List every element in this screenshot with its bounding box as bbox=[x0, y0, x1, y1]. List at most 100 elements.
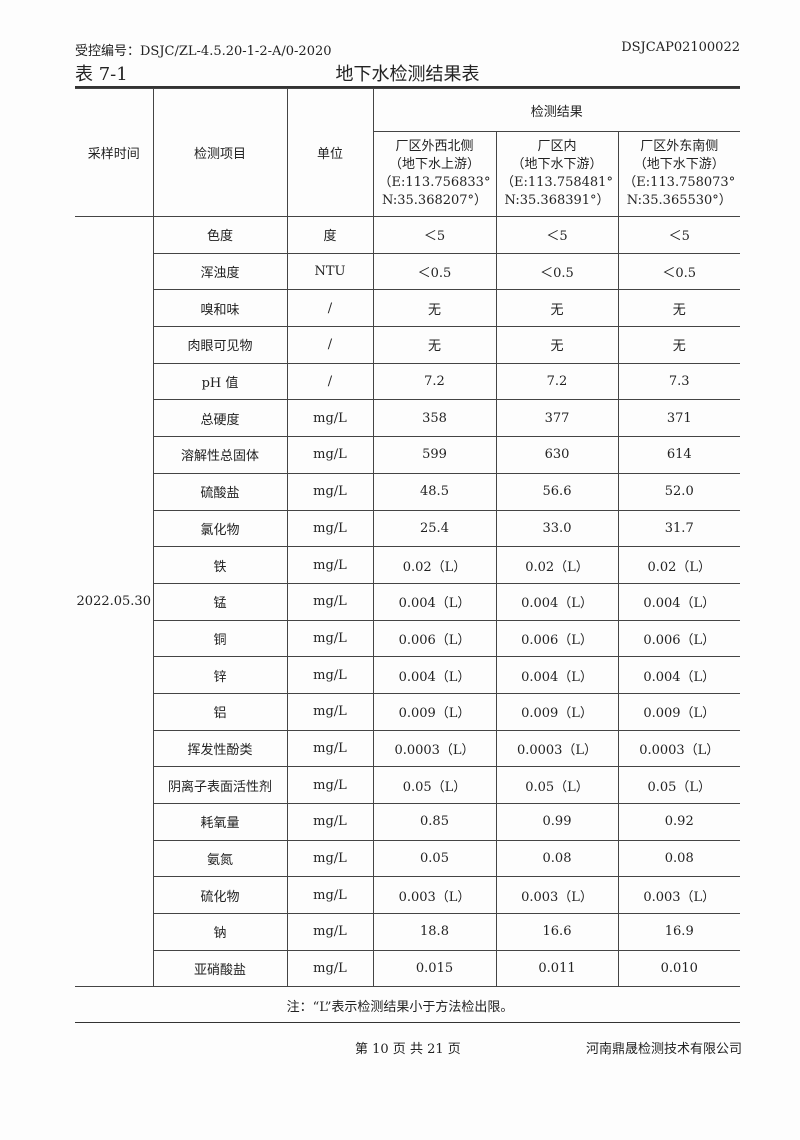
result-value: 0.92 bbox=[617, 803, 740, 841]
site-e: （E:113.756833° bbox=[378, 175, 491, 190]
header-time: 采样时间 bbox=[75, 88, 154, 217]
site-name: 厂区外东南侧 bbox=[640, 139, 719, 154]
result-value: ＜5 bbox=[372, 216, 497, 254]
result-value: 614 bbox=[617, 436, 740, 474]
result-value: 48.5 bbox=[372, 472, 497, 511]
item-unit: mg/L bbox=[286, 472, 374, 511]
result-value: 0.015 bbox=[372, 949, 497, 988]
item-name: 钠 bbox=[153, 913, 288, 951]
result-value: 33.0 bbox=[495, 509, 619, 548]
result-value: 0.006（L） bbox=[617, 619, 740, 658]
table-row: 铁 mg/L 0.02（L） 0.02（L） 0.02（L） bbox=[75, 546, 740, 584]
item-name: 氨氮 bbox=[153, 839, 288, 878]
result-value: ＜5 bbox=[617, 216, 740, 254]
site-n: N:35.368207°） bbox=[381, 193, 488, 208]
result-value: 0.02（L） bbox=[372, 546, 497, 584]
control-number: 受控编号：DSJC/ZL-4.5.20-1-2-A/0-2020 bbox=[75, 44, 332, 59]
result-value: 0.0003（L） bbox=[372, 729, 497, 768]
item-unit: mg/L bbox=[286, 949, 374, 988]
table-row: 挥发性酚类 mg/L 0.0003（L） 0.0003（L） 0.0003（L） bbox=[75, 729, 740, 768]
footer-divider bbox=[75, 1022, 740, 1023]
item-unit: mg/L bbox=[286, 876, 374, 915]
item-unit: mg/L bbox=[286, 619, 374, 658]
result-value: 无 bbox=[617, 326, 740, 364]
site-n: N:35.365530°） bbox=[626, 193, 732, 208]
result-value: 16.6 bbox=[495, 913, 619, 951]
result-value: 52.0 bbox=[617, 472, 740, 511]
result-value: 25.4 bbox=[372, 509, 497, 548]
table-row: 铝 mg/L 0.009（L） 0.009（L） 0.009（L） bbox=[75, 692, 740, 731]
site-name: 厂区外西北侧 bbox=[395, 139, 474, 154]
item-unit: mg/L bbox=[286, 803, 374, 841]
table-row: 阴离子表面活性剂 mg/L 0.05（L） 0.05（L） 0.05（L） bbox=[75, 766, 740, 804]
result-value: 0.0003（L） bbox=[617, 729, 740, 768]
result-value: 31.7 bbox=[617, 509, 740, 548]
table-row: 铜 mg/L 0.006（L） 0.006（L） 0.006（L） bbox=[75, 619, 740, 658]
item-unit: mg/L bbox=[286, 656, 374, 694]
result-value: ＜0.5 bbox=[617, 252, 740, 291]
result-value: 0.009（L） bbox=[372, 692, 497, 731]
footnote: 注：“L”表示检测结果小于方法检出限。 bbox=[286, 1000, 514, 1015]
table-row: 总硬度 mg/L 358 377 371 bbox=[75, 399, 740, 438]
result-value: 0.009（L） bbox=[495, 692, 619, 731]
table-row: 钠 mg/L 18.8 16.6 16.9 bbox=[75, 913, 740, 951]
header-site: 厂区内 （地下水下游） （E:113.758481° N:35.368391°） bbox=[495, 131, 619, 217]
result-value: 0.010 bbox=[617, 949, 740, 988]
table-row: 浑浊度 NTU ＜0.5 ＜0.5 ＜0.5 bbox=[75, 252, 740, 291]
table-row: 溶解性总固体 mg/L 599 630 614 bbox=[75, 436, 740, 474]
result-value: 377 bbox=[495, 399, 619, 438]
result-value: 0.011 bbox=[495, 949, 619, 988]
item-name: 浑浊度 bbox=[153, 252, 288, 291]
site-e: （E:113.758481° bbox=[501, 175, 613, 190]
table-row: 嗅和味 / 无无无 bbox=[75, 289, 740, 328]
result-value: 0.003（L） bbox=[617, 876, 740, 915]
item-unit: mg/L bbox=[286, 546, 374, 584]
item-unit: mg/L bbox=[286, 839, 374, 878]
item-name: 肉眼可见物 bbox=[153, 326, 288, 364]
result-value: 0.004（L） bbox=[372, 582, 497, 621]
item-unit: mg/L bbox=[286, 509, 374, 548]
item-unit: mg/L bbox=[286, 913, 374, 951]
header-results: 检测结果 bbox=[372, 88, 740, 132]
item-unit: mg/L bbox=[286, 399, 374, 438]
site-flow: （地下水上游） bbox=[388, 157, 480, 172]
result-value: 630 bbox=[495, 436, 619, 474]
result-value: 0.02（L） bbox=[495, 546, 619, 584]
item-unit: / bbox=[286, 326, 374, 364]
item-unit: mg/L bbox=[286, 582, 374, 621]
result-value: 16.9 bbox=[617, 913, 740, 951]
table-row: 锰 mg/L 0.004（L） 0.004（L） 0.004（L） bbox=[75, 582, 740, 621]
result-value: 0.009（L） bbox=[617, 692, 740, 731]
header-site: 厂区外西北侧 （地下水上游） （E:113.756833° N:35.368207°） bbox=[373, 131, 497, 217]
table-title: 地下水检测结果表 bbox=[335, 64, 480, 85]
site-name: 厂区内 bbox=[537, 139, 577, 154]
item-unit: / bbox=[286, 289, 374, 328]
item-unit: mg/L bbox=[286, 729, 374, 768]
site-e: （E:113.758073° bbox=[623, 175, 736, 190]
item-name: 铁 bbox=[153, 546, 288, 584]
result-value: 无 bbox=[372, 326, 497, 364]
site-flow: （地下水下游） bbox=[511, 157, 603, 172]
item-name: 挥发性酚类 bbox=[153, 729, 288, 768]
item-name: 嗅和味 bbox=[153, 289, 288, 328]
result-value: 18.8 bbox=[372, 913, 497, 951]
result-value: 0.02（L） bbox=[617, 546, 740, 584]
item-name: 铜 bbox=[153, 619, 288, 658]
result-value: 371 bbox=[617, 399, 740, 438]
title-row: 地下水检测结果表 表 7-1 bbox=[75, 60, 740, 88]
table-row: 氯化物 mg/L 25.4 33.0 31.7 bbox=[75, 509, 740, 548]
table-row: 亚硝酸盐 mg/L 0.015 0.011 0.010 bbox=[75, 949, 740, 988]
site-flow: （地下水下游） bbox=[633, 157, 725, 172]
result-value: 0.08 bbox=[495, 839, 619, 878]
result-value: 0.0003（L） bbox=[495, 729, 619, 768]
table-row: 氨氮 mg/L 0.05 0.08 0.08 bbox=[75, 839, 740, 878]
result-value: 0.99 bbox=[495, 803, 619, 841]
result-value: 0.006（L） bbox=[372, 619, 497, 658]
result-value: 358 bbox=[372, 399, 497, 438]
result-value: 7.2 bbox=[495, 362, 619, 401]
item-name: 硫化物 bbox=[153, 876, 288, 915]
result-value: 56.6 bbox=[495, 472, 619, 511]
item-name: 硫酸盐 bbox=[153, 472, 288, 511]
item-unit: mg/L bbox=[286, 766, 374, 804]
